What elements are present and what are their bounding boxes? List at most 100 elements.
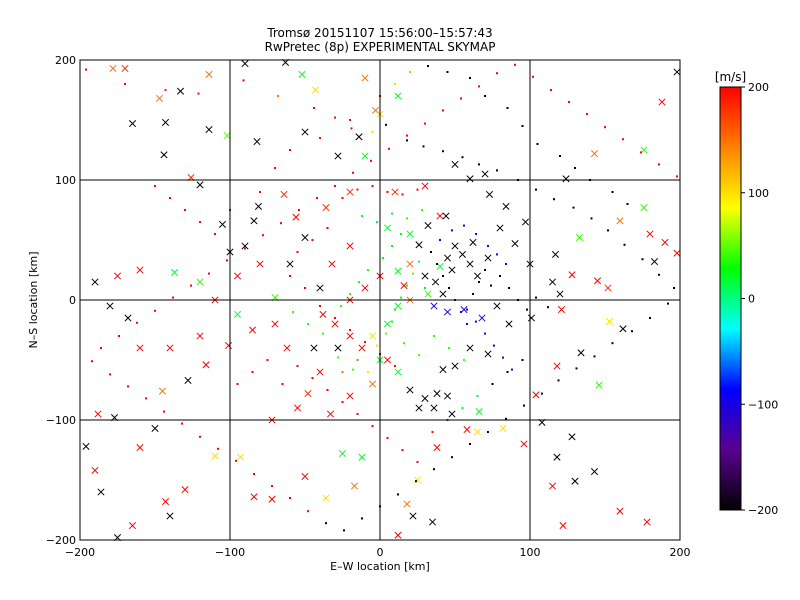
- x-marker: [338, 450, 347, 458]
- x-tick-label: −200: [65, 546, 95, 559]
- x-marker: [556, 290, 564, 298]
- dot-marker: [640, 151, 642, 154]
- x-marker: [322, 494, 330, 502]
- dot-marker: [536, 143, 539, 145]
- dot-marker: [575, 367, 578, 370]
- x-marker: [326, 410, 335, 418]
- x-marker: [253, 138, 261, 146]
- x-marker: [205, 70, 213, 78]
- chart-title: Tromsø 20151107 15:56:00–15:57:43: [267, 26, 493, 40]
- dot-marker: [424, 122, 426, 125]
- dot-marker: [190, 284, 192, 287]
- y-tick-label: 100: [55, 174, 76, 187]
- x-marker: [256, 260, 264, 268]
- dot-marker: [319, 305, 321, 307]
- dot-marker: [514, 63, 516, 66]
- dot-marker: [487, 245, 489, 247]
- x-marker: [661, 238, 669, 246]
- x-marker: [413, 476, 422, 484]
- dot-marker: [535, 296, 537, 299]
- dot-marker: [289, 497, 291, 499]
- dot-marker: [418, 260, 420, 263]
- dot-marker: [401, 193, 404, 196]
- dot-marker: [376, 344, 378, 347]
- dot-marker: [463, 359, 465, 361]
- x-marker: [473, 428, 482, 436]
- x-marker: [301, 128, 309, 136]
- x-marker: [406, 230, 414, 238]
- x-marker: [403, 500, 411, 508]
- dot-marker: [622, 138, 624, 141]
- x-marker: [616, 507, 624, 515]
- dot-marker: [217, 447, 219, 450]
- dot-marker: [163, 410, 165, 413]
- x-marker: [82, 442, 90, 450]
- x-marker: [301, 472, 309, 480]
- dot-marker: [496, 72, 498, 75]
- dot-marker: [334, 317, 336, 319]
- dot-marker: [469, 77, 471, 79]
- x-marker: [605, 318, 614, 326]
- x-marker: [559, 522, 567, 530]
- colorbar-tick-label: −200: [748, 504, 778, 517]
- x-marker: [91, 278, 99, 286]
- x-marker: [136, 344, 144, 352]
- x-marker: [481, 170, 489, 178]
- x-marker: [368, 332, 377, 340]
- x-marker: [433, 390, 441, 398]
- x-marker: [443, 254, 452, 262]
- dot-marker: [208, 272, 210, 275]
- x-marker: [160, 151, 168, 159]
- x-marker: [319, 310, 327, 318]
- dot-marker: [296, 365, 299, 367]
- dot-marker: [415, 480, 417, 483]
- dot-marker: [274, 167, 276, 169]
- x-marker: [511, 240, 519, 248]
- dot-marker: [382, 257, 384, 259]
- dot-marker: [478, 85, 480, 88]
- y-axis: −200 −100 0 100 200: [46, 54, 76, 547]
- dot-marker: [307, 323, 309, 325]
- dot-marker: [341, 197, 344, 199]
- dot-marker: [472, 293, 474, 295]
- dot-marker: [649, 317, 651, 319]
- dot-marker: [350, 127, 353, 130]
- x-marker: [394, 368, 402, 376]
- x-marker: [170, 268, 179, 276]
- dot-marker: [433, 468, 435, 471]
- x-marker: [484, 254, 492, 262]
- dot-marker: [349, 293, 351, 295]
- dot-marker: [667, 302, 669, 305]
- x-marker: [334, 152, 342, 160]
- x-marker: [473, 272, 482, 280]
- dot-marker: [154, 185, 156, 187]
- dot-marker: [547, 306, 549, 309]
- x-marker: [368, 380, 377, 388]
- x-marker: [650, 258, 659, 266]
- x-tick-label: 0: [377, 546, 384, 559]
- dot-marker: [466, 308, 468, 311]
- x-marker: [250, 493, 258, 501]
- dot-marker: [623, 243, 626, 246]
- x-marker: [346, 392, 354, 400]
- dot-marker: [280, 222, 282, 225]
- x-marker: [292, 213, 300, 221]
- x-marker: [268, 495, 276, 503]
- x-marker: [400, 282, 408, 290]
- gridlines: [80, 60, 680, 540]
- x-marker: [496, 224, 504, 232]
- dot-marker: [289, 149, 291, 151]
- dot-marker: [541, 392, 543, 395]
- dot-marker: [319, 137, 321, 139]
- dot-marker: [436, 263, 438, 265]
- x-marker: [271, 320, 279, 328]
- y-axis-label: N–S location [km]: [27, 251, 40, 348]
- x-marker: [334, 344, 342, 352]
- x-marker: [394, 267, 402, 275]
- dot-marker: [145, 397, 147, 400]
- dot-marker: [358, 281, 360, 283]
- x-marker: [469, 238, 477, 246]
- dot-marker: [349, 329, 351, 331]
- dot-marker: [631, 330, 633, 333]
